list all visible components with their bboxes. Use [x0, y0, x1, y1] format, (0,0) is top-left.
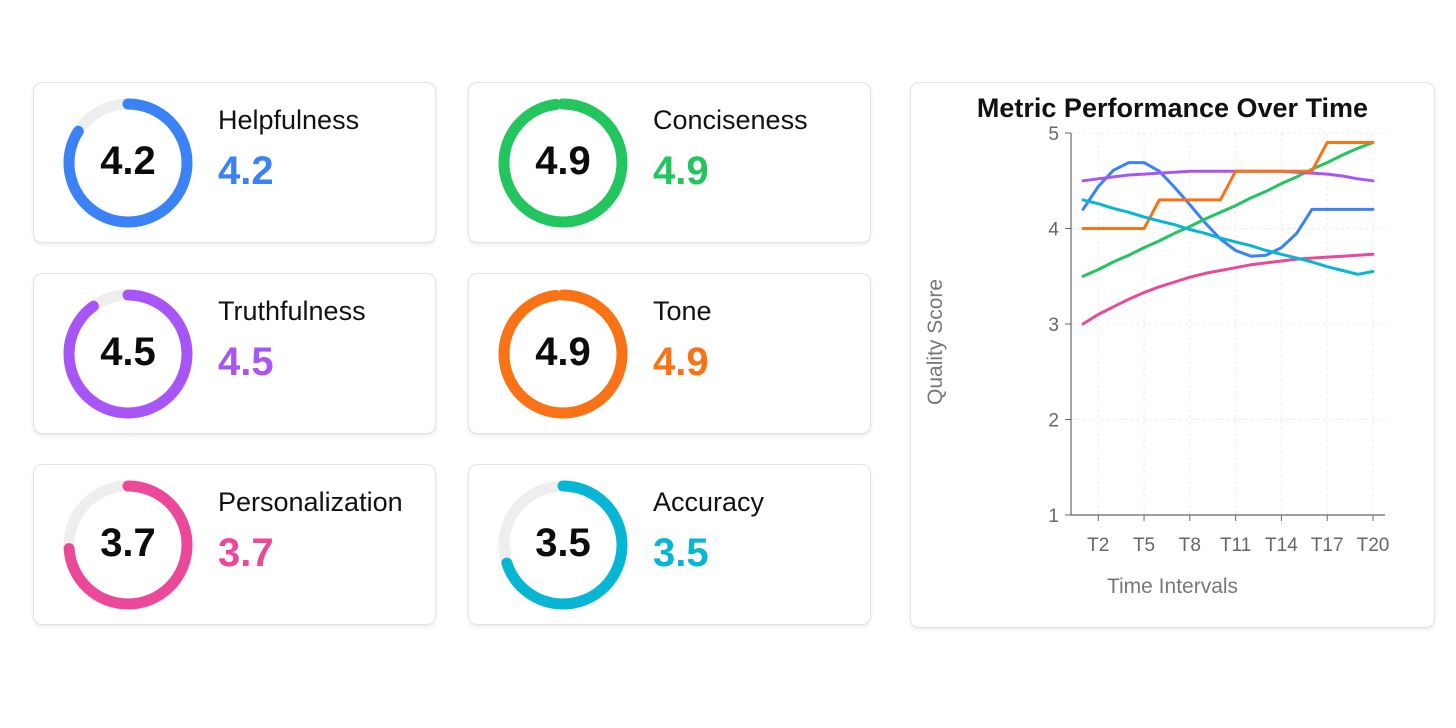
metric-card-tone: 4.9 Tone 4.9 — [468, 273, 871, 434]
series-line-conciseness — [1081, 141, 1375, 278]
metric-name: Truthfulness — [218, 296, 366, 326]
score-ring — [498, 98, 628, 228]
ring-progress — [63, 98, 193, 228]
metric-name: Helpfulness — [218, 105, 360, 135]
ring-score: 4.5 — [100, 330, 156, 374]
ring-progress — [63, 480, 193, 610]
ring-progress — [498, 98, 628, 228]
metric-value: 3.7 — [218, 531, 274, 575]
chart-title: Metric Performance Over Time — [976, 93, 1369, 123]
score-ring — [63, 98, 193, 228]
y-tick-label: 2 — [1048, 411, 1059, 432]
ring-score: 3.5 — [535, 521, 591, 565]
x-tick-label: T17 — [1311, 535, 1344, 556]
line-chart: 1 2 3 4 5 T2 T5 T8 T11 T14 T17 T20 — [1048, 124, 1390, 556]
x-tick-label: T8 — [1179, 535, 1201, 556]
metric-card-accuracy: 3.5 Accuracy 3.5 — [468, 464, 871, 625]
series-line-tone — [1081, 141, 1375, 230]
series-line-truthfulness — [1081, 169, 1375, 183]
metric-card-helpfulness: 4.2 Helpfulness 4.2 — [33, 82, 436, 243]
y-tick-label: 4 — [1048, 220, 1059, 241]
series-line-personalization — [1081, 252, 1375, 326]
metric-value: 3.5 — [653, 531, 709, 575]
y-tick-label: 1 — [1048, 506, 1059, 527]
ring-score: 4.2 — [100, 139, 156, 183]
metric-value: 4.5 — [218, 340, 274, 384]
metric-value: 4.9 — [653, 340, 709, 384]
metric-name: Tone — [653, 296, 712, 326]
ring-progress — [498, 289, 628, 419]
x-tick-label: T11 — [1220, 535, 1251, 556]
metric-card-personalization: 3.7 Personalization 3.7 — [33, 464, 436, 625]
ring-progress — [63, 289, 193, 419]
series-line-accuracy — [1081, 198, 1375, 276]
score-ring — [498, 480, 628, 610]
metric-name: Conciseness — [653, 105, 808, 135]
series-line-helpfulness — [1081, 161, 1375, 258]
ring-score: 3.7 — [100, 521, 156, 565]
score-ring — [63, 289, 193, 419]
y-tick-label: 3 — [1048, 315, 1059, 336]
chart-card: Metric Performance Over Time Quality Sco… — [910, 82, 1435, 628]
score-ring — [498, 289, 628, 419]
metric-value: 4.2 — [218, 149, 274, 193]
ring-score: 4.9 — [535, 139, 591, 183]
ring-progress — [498, 480, 628, 610]
metric-name: Accuracy — [653, 487, 765, 517]
x-axis-label: Time Intervals — [1106, 575, 1239, 598]
metric-value: 4.9 — [653, 149, 709, 193]
score-ring — [63, 480, 193, 610]
ring-score: 4.9 — [535, 330, 591, 374]
x-tick-label: T20 — [1357, 535, 1390, 556]
metric-card-conciseness: 4.9 Conciseness 4.9 — [468, 82, 871, 243]
x-tick-label: T5 — [1133, 535, 1155, 556]
x-tick-label: T14 — [1265, 535, 1298, 556]
metric-card-truthfulness: 4.5 Truthfulness 4.5 — [33, 273, 436, 434]
metric-name: Personalization — [218, 487, 403, 517]
x-tick-label: T2 — [1087, 535, 1109, 556]
y-tick-label: 5 — [1048, 124, 1059, 145]
